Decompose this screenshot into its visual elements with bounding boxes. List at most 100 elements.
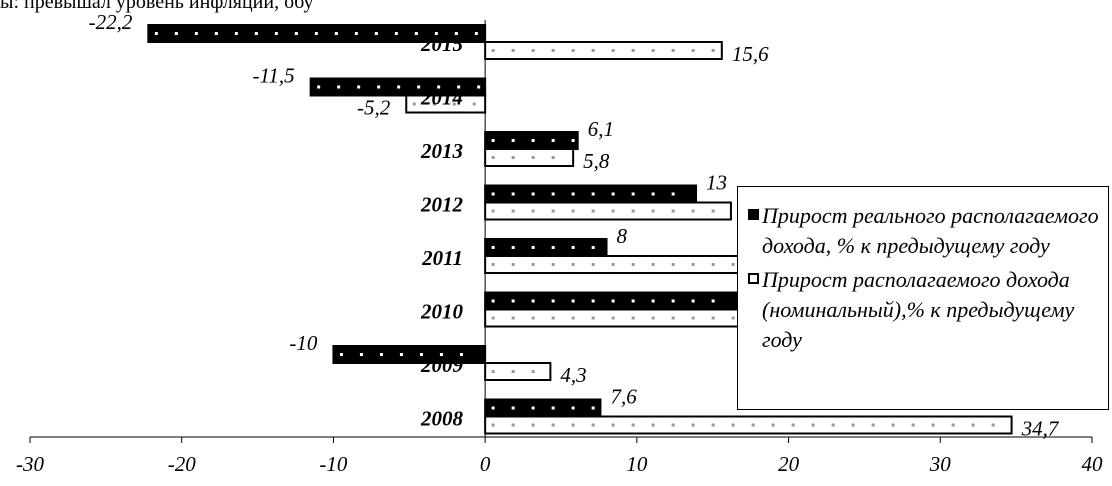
bar-real-pattern-dot: [334, 32, 338, 35]
bar-nominal-pattern-dot: [571, 209, 575, 213]
bar-nominal-pattern-dot: [811, 423, 815, 427]
bar-nominal-pattern-dot: [531, 209, 535, 213]
bar-nominal-pattern-dot: [671, 263, 675, 266]
bar-real-pattern-dot: [551, 139, 555, 142]
bar-nominal-pattern-dot: [412, 102, 416, 106]
bar-real-pattern-dot: [491, 406, 495, 410]
bar-real-pattern-dot: [174, 32, 178, 35]
bar-real-pattern-dot: [459, 353, 463, 356]
bar-real-pattern-dot: [397, 85, 401, 89]
bar-real-pattern-dot: [294, 32, 298, 35]
bar-nominal-income: [484, 255, 767, 274]
bar-nominal-pattern-dot: [931, 423, 935, 427]
bar-nominal-pattern-dot: [711, 49, 715, 52]
bar-real-pattern-dot: [491, 299, 495, 303]
bar-real-pattern-dot: [399, 353, 403, 356]
bar-nominal-pattern-dot: [691, 316, 695, 320]
bar-nominal-pattern-dot: [831, 423, 835, 427]
bars-layer: [147, 24, 1013, 435]
bar-real-pattern-dot: [337, 85, 341, 89]
bar-real-pattern-dot: [434, 32, 438, 35]
value-label-real: 13: [706, 171, 727, 195]
value-labels-layer: -22,2 15,6 -11,5 -5,2 6,1 5,8 13 8 -10 4,3 7,6 34,7: [89, 10, 1060, 441]
bar-nominal-pattern-dot: [511, 209, 515, 213]
bar-nominal-pattern-dot: [611, 209, 615, 213]
bar-nominal-pattern-dot: [751, 423, 755, 427]
value-label-real: 6,1: [588, 117, 614, 141]
bar-nominal-pattern-dot: [631, 209, 635, 213]
bar-real-income: [484, 184, 698, 204]
bar-nominal-pattern-dot: [511, 423, 515, 427]
bar-nominal-pattern-dot: [551, 209, 555, 213]
bar-nominal-pattern-dot: [591, 209, 595, 213]
bar-real-pattern-dot: [414, 32, 418, 35]
bar-real-income: [484, 131, 579, 150]
bar-nominal-pattern-dot: [571, 49, 575, 52]
bar-nominal-pattern-dot: [571, 423, 575, 427]
bar-nominal-pattern-dot: [571, 263, 575, 266]
bar-real-pattern-dot: [591, 299, 595, 303]
bar-nominal-pattern-dot: [511, 49, 515, 52]
bar-real-pattern-dot: [671, 299, 675, 303]
bar-nominal-pattern-dot: [711, 263, 715, 266]
bar-nominal-pattern-dot: [711, 423, 715, 427]
value-label-real: -10: [289, 331, 317, 355]
bar-real-pattern-dot: [491, 246, 495, 249]
bar-nominal-pattern-dot: [691, 209, 695, 213]
bar-nominal-pattern-dot: [491, 423, 495, 427]
bar-real-pattern-dot: [339, 353, 343, 356]
bar-nominal-pattern-dot: [611, 49, 615, 52]
bar-nominal-pattern-dot: [991, 423, 995, 427]
bar-nominal-pattern-dot: [591, 423, 595, 427]
bar-nominal-pattern-dot: [651, 263, 655, 266]
bar-nominal-pattern-dot: [491, 49, 495, 52]
bar-nominal-pattern-dot: [611, 423, 615, 427]
bar-nominal-pattern-dot: [711, 316, 715, 320]
bar-nominal-pattern-dot: [911, 423, 915, 427]
x-axis: -30 -20 -10 0 10 20 30 40: [16, 20, 1103, 476]
bar-real-pattern-dot: [571, 192, 575, 196]
bar-real-pattern-dot: [571, 299, 575, 303]
bar-nominal-pattern-dot: [551, 316, 555, 320]
bar-real-pattern-dot: [671, 192, 675, 196]
x-tick-label: -30: [16, 452, 44, 476]
bar-nominal-pattern-dot: [551, 156, 555, 159]
bar-nominal-pattern-dot: [891, 423, 895, 427]
bar-nominal-pattern-dot: [711, 209, 715, 213]
bar-nominal-pattern-dot: [591, 263, 595, 266]
bar-nominal-pattern-dot: [551, 263, 555, 266]
value-label-nominal: 15,6: [732, 42, 769, 66]
bar-nominal-pattern-dot: [631, 316, 635, 320]
bar-real-pattern-dot: [611, 192, 615, 196]
bar-real-pattern-dot: [711, 299, 715, 303]
value-label-real: 7,6: [610, 385, 637, 409]
bar-nominal-pattern-dot: [551, 49, 555, 52]
bar-nominal-pattern-dot: [951, 423, 955, 427]
category-label: 2015: [420, 32, 463, 56]
legend-swatch-real: [748, 209, 759, 220]
bar-nominal-pattern-dot: [491, 316, 495, 320]
legend-label-nominal: Прирост располагаемого дохода (номинальн…: [762, 267, 1075, 352]
bar-nominal-pattern-dot: [631, 49, 635, 52]
bar-nominal-pattern-dot: [631, 423, 635, 427]
legend-label-real: Прирост реального располагаемого дохода,…: [762, 203, 1099, 258]
bar-nominal-pattern-dot: [691, 49, 695, 52]
x-tick-label: 0: [480, 452, 491, 476]
bar-nominal-income: [484, 362, 552, 381]
x-tick-label: -10: [319, 452, 347, 476]
bar-nominal-pattern-dot: [671, 49, 675, 52]
bar-nominal-pattern-dot: [531, 156, 535, 159]
bar-real-pattern-dot: [194, 32, 198, 35]
bar-real-pattern-dot: [651, 192, 655, 196]
bar-nominal-pattern-dot: [531, 316, 535, 320]
bar-nominal-pattern-dot: [472, 102, 476, 106]
bar-real-pattern-dot: [631, 192, 635, 196]
bar-real-pattern-dot: [379, 353, 383, 356]
value-label-real: 8: [617, 224, 628, 248]
bar-nominal-pattern-dot: [511, 156, 515, 159]
bar-nominal-pattern-dot: [691, 263, 695, 266]
bar-nominal-pattern-dot: [531, 49, 535, 52]
bar-real-pattern-dot: [491, 192, 495, 196]
bar-nominal-income: [484, 41, 723, 60]
